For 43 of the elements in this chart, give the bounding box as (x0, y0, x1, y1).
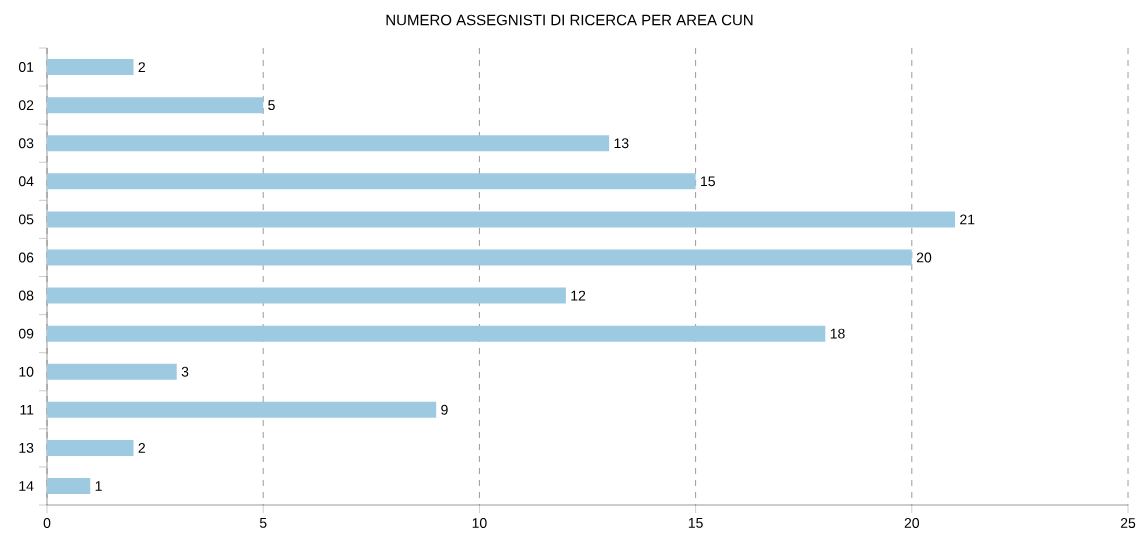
y-tick-label: 04 (18, 176, 34, 187)
bar (47, 439, 134, 456)
bar (47, 97, 264, 114)
y-tick-label: 05 (18, 214, 34, 225)
bar (47, 363, 177, 380)
bar (47, 135, 610, 152)
data-label: 18 (830, 328, 845, 339)
x-tick-label: 5 (259, 518, 267, 528)
bar (47, 287, 566, 304)
y-tick-label: 13 (19, 442, 34, 453)
bar (47, 211, 956, 228)
data-label: 9 (441, 404, 448, 415)
bar (47, 59, 134, 76)
data-label: 12 (571, 290, 586, 301)
y-tick-label: 06 (18, 252, 34, 263)
y-tick-label: 08 (18, 290, 34, 301)
x-tick-label: 15 (688, 518, 703, 528)
y-tick-label: 14 (19, 481, 34, 491)
x-tick-label: 10 (472, 518, 487, 528)
bar (47, 173, 696, 190)
y-tick-label: 02 (18, 100, 34, 111)
data-label: 21 (960, 214, 975, 225)
y-tick-label: 03 (18, 138, 34, 149)
x-tick-label: 25 (1120, 518, 1136, 528)
data-label: 13 (614, 138, 629, 149)
data-label: 2 (138, 443, 145, 453)
x-tick-label: 20 (904, 518, 920, 528)
data-label: 5 (268, 100, 275, 111)
data-label: 15 (701, 176, 715, 187)
x-tick-label: 0 (43, 518, 51, 528)
y-tick-label: 01 (18, 62, 34, 72)
bar (47, 401, 437, 418)
bar (47, 249, 912, 266)
y-tick-label: 09 (18, 328, 34, 339)
bar (47, 477, 91, 494)
data-label: 20 (916, 252, 932, 263)
y-tick-label: 10 (19, 366, 34, 377)
chart-title: NUMERO ASSEGNISTI DI RICERCA PER AREA CUN (386, 14, 753, 26)
data-label: 3 (181, 366, 189, 377)
y-tick-label: 11 (20, 404, 34, 415)
bar (47, 325, 826, 342)
data-label: 2 (138, 62, 145, 72)
data-label: 1 (95, 481, 102, 491)
